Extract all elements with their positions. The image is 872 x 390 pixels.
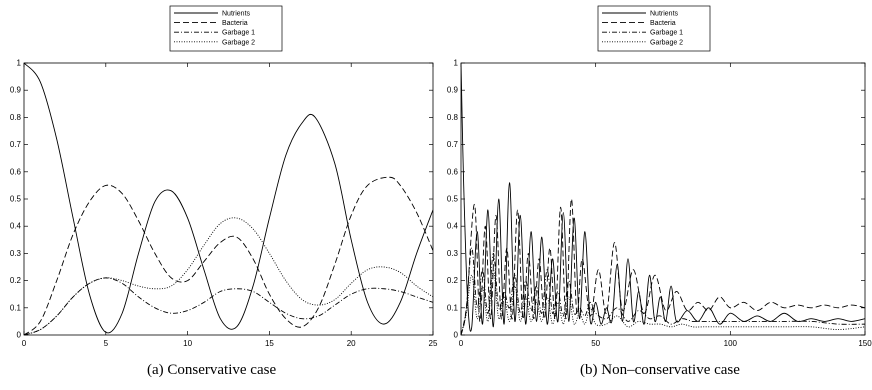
x-tick-label: 0: [459, 339, 464, 348]
series-line-garbage-1: [24, 277, 433, 335]
y-tick-label: 0.3: [447, 249, 459, 258]
chart-panel-non-conservative: 0 0.1 0.2 0.3 0.4 0.5 0.6 0.7 0.8 0.9 1 0 50 100 150 Nu…: [447, 5, 872, 348]
y-tick-label: 1: [454, 59, 459, 68]
plot-frame: [460, 62, 866, 336]
y-tick-label: 0.2: [447, 276, 459, 285]
y-tick-label: 0.4: [447, 222, 459, 231]
legend-label-garbage-2: Garbage 2: [222, 39, 255, 46]
series-line-nutrients: [24, 63, 433, 334]
y-tick-label: 0: [454, 331, 459, 340]
x-tick-label: 100: [724, 339, 738, 348]
x-tick-label: 20: [347, 339, 356, 348]
series-line-bacteria: [24, 176, 433, 335]
legend-label-garbage-2: Garbage 2: [650, 39, 683, 46]
y-tick-label: 0.1: [447, 303, 459, 312]
y-tick-label: 0.4: [10, 222, 22, 231]
x-tick-label: 5: [104, 339, 109, 348]
y-tick-label: 0.6: [447, 167, 459, 176]
plot-frame: [23, 62, 434, 336]
legend-label-garbage-1: Garbage 1: [222, 30, 255, 37]
legend-label-bacteria: Bacteria: [222, 20, 248, 27]
legend-label-nutrients: Nutrients: [650, 11, 679, 18]
chart-panel-conservative: 00.10.20.30.40.50.60.70.80.910 5 10 15 20 25N…: [10, 5, 438, 348]
y-tick-label: 0.9: [10, 86, 22, 95]
series-line-bacteria: [461, 198, 865, 335]
legend: Nutrients Bacteria Garbage 1 Garbage 2: [597, 5, 711, 52]
legend-label-garbage-1: Garbage 1: [650, 30, 683, 37]
x-tick-label: 0: [22, 339, 27, 348]
legend-box: [597, 5, 711, 52]
y-tick-label: 0.5: [447, 195, 459, 204]
series-line-garbage-2: [461, 269, 865, 335]
series-line-nutrients: [461, 63, 865, 332]
legend-label-nutrients: Nutrients: [222, 11, 251, 18]
y-tick-label: 0.5: [10, 195, 22, 204]
y-tick-label: 0.3: [10, 249, 22, 258]
y-tick-label: 0.9: [447, 86, 459, 95]
legend: Nutrients Bacteria Garbage 1 Garbage 2: [169, 5, 283, 52]
legend-label-bacteria: Bacteria: [650, 20, 676, 27]
y-tick-label: 0.8: [10, 113, 22, 122]
x-tick-label: 15: [265, 339, 274, 348]
x-tick-label: 25: [429, 339, 438, 348]
y-tick-label: 0: [17, 331, 22, 340]
x-tick-label: 50: [591, 339, 600, 348]
y-tick-label: 0.1: [10, 303, 22, 312]
y-tick-label: 1: [17, 59, 22, 68]
legend-box: [169, 5, 283, 52]
y-tick-label: 0.7: [10, 140, 22, 149]
x-tick-label: 150: [858, 339, 872, 348]
caption-non-conservative-case: (b) Non–conservative case: [580, 362, 740, 378]
y-tick-label: 0.2: [10, 276, 22, 285]
x-tick-label: 10: [183, 339, 192, 348]
y-tick-label: 0.7: [447, 140, 459, 149]
y-tick-label: 0.8: [447, 113, 459, 122]
y-tick-label: 0.6: [10, 167, 22, 176]
caption-conservative-case: (a) Conservative case: [147, 362, 277, 378]
